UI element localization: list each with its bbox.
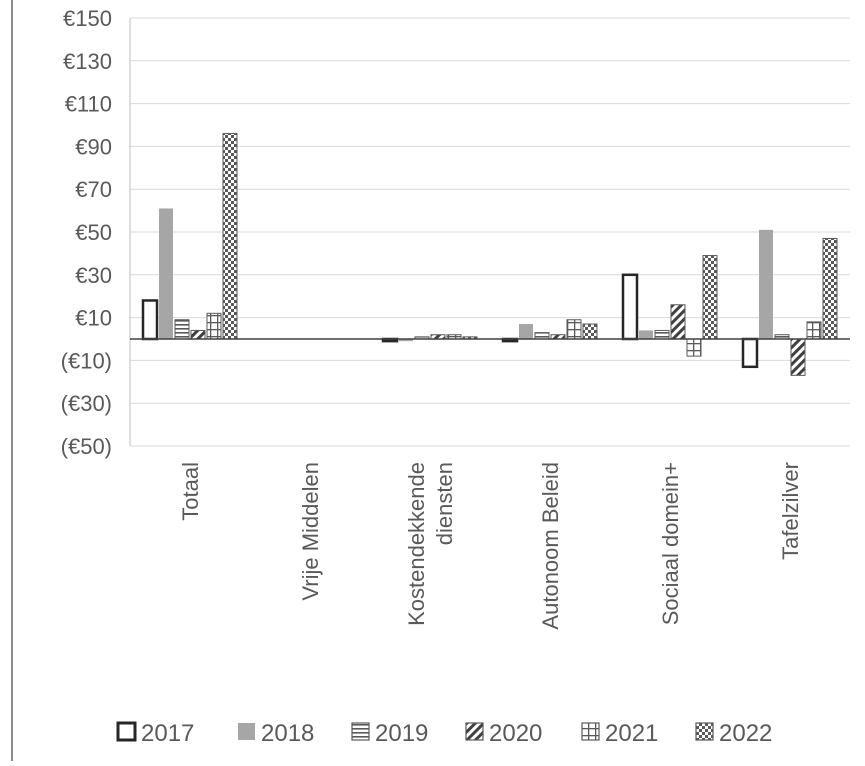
y-tick-label: €110 (65, 92, 112, 117)
legend-label: 2017 (141, 720, 194, 747)
x-tick-label: Totaal (178, 462, 203, 521)
bar-2017-0 (141, 299, 159, 341)
legend-item-2019: 2019 (351, 720, 428, 747)
y-tick-label: €70 (75, 177, 112, 202)
bar-2019-4 (654, 329, 670, 340)
x-tick-label: Vrije Middelen (298, 462, 323, 601)
bar-2018-5 (759, 229, 773, 339)
x-tick-label: Kostendekkende (404, 462, 429, 626)
bar-2021-4 (686, 338, 702, 357)
y-tick-label: €130 (63, 49, 112, 74)
legend-label: 2019 (375, 720, 428, 747)
bar-2021-5 (806, 321, 822, 340)
bar-2018-3 (519, 324, 533, 339)
legend-swatch (465, 722, 484, 741)
y-tick-label: €150 (63, 6, 112, 31)
x-tick-label: Tafelzilver (778, 462, 803, 560)
legend-label: 2020 (489, 720, 542, 747)
x-tick-label: Autonoom Beleid (538, 462, 563, 630)
y-tick-label: €10 (75, 306, 112, 331)
bar-2021-3 (566, 319, 582, 340)
legend-item-2021: 2021 (581, 720, 658, 747)
bar-2019-3 (534, 332, 550, 340)
y-tick-label: (€50) (61, 434, 112, 459)
bar-2022-3 (582, 323, 598, 340)
legend-label: 2022 (719, 720, 772, 747)
bar-2017-5 (741, 337, 759, 369)
legend-item-2022: 2022 (695, 720, 772, 747)
bar-2022-5 (822, 237, 838, 340)
legend-swatch (238, 723, 255, 740)
x-tick-label: diensten (432, 462, 457, 545)
bar-2018-4 (639, 330, 653, 339)
legend-swatch (581, 722, 600, 741)
bar-2019-0 (174, 319, 190, 340)
y-tick-label: €50 (75, 220, 112, 245)
bar-2022-0 (222, 133, 238, 340)
legend-item-2020: 2020 (465, 720, 542, 747)
bar-2020-5 (790, 338, 806, 376)
bar-2018-0 (159, 208, 173, 339)
bar-2017-4 (621, 273, 639, 341)
bar-2018-2 (399, 339, 413, 342)
y-tick-label: €30 (75, 263, 112, 288)
x-tick-label: Sociaal domein+ (658, 462, 683, 625)
legend-swatch (116, 721, 137, 742)
bar-2022-4 (702, 255, 718, 340)
y-tick-label: (€10) (61, 348, 112, 373)
y-tick-label: (€30) (61, 391, 112, 416)
y-tick-label: €90 (75, 134, 112, 159)
legend-item-2017: 2017 (116, 720, 194, 747)
bar-2021-0 (206, 312, 222, 340)
legend-label: 2021 (605, 720, 658, 747)
bar-2020-4 (670, 304, 686, 340)
legend-item-2018: 2018 (238, 720, 314, 747)
legend-swatch (351, 722, 370, 741)
legend-swatch (695, 722, 714, 741)
bar-2020-0 (190, 329, 206, 340)
legend-label: 2018 (261, 720, 314, 747)
